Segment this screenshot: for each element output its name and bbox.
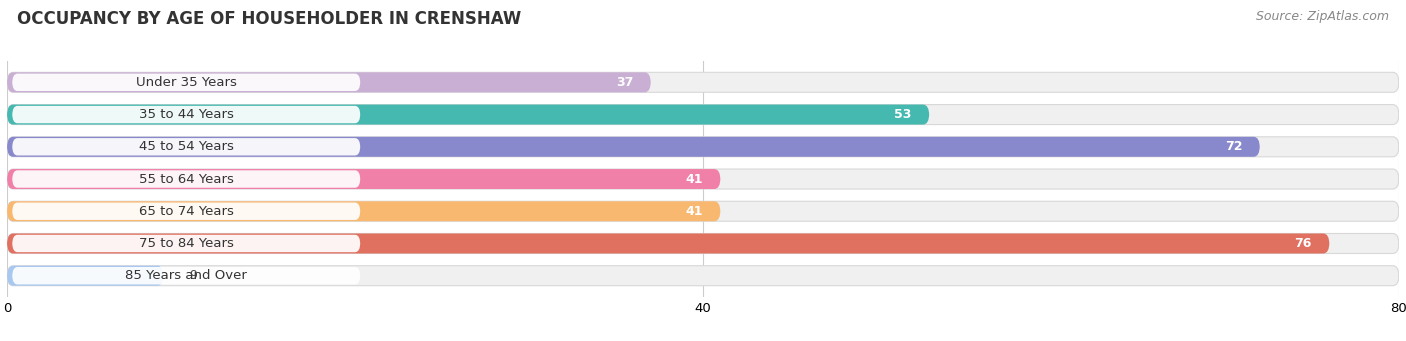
FancyBboxPatch shape xyxy=(13,170,360,188)
FancyBboxPatch shape xyxy=(13,267,360,284)
FancyBboxPatch shape xyxy=(7,137,1260,157)
Text: 53: 53 xyxy=(894,108,912,121)
Text: OCCUPANCY BY AGE OF HOUSEHOLDER IN CRENSHAW: OCCUPANCY BY AGE OF HOUSEHOLDER IN CRENS… xyxy=(17,10,522,28)
Text: Under 35 Years: Under 35 Years xyxy=(136,76,236,89)
Text: Source: ZipAtlas.com: Source: ZipAtlas.com xyxy=(1256,10,1389,23)
Text: 55 to 64 Years: 55 to 64 Years xyxy=(139,173,233,186)
FancyBboxPatch shape xyxy=(7,72,1399,92)
Text: 37: 37 xyxy=(616,76,633,89)
FancyBboxPatch shape xyxy=(13,203,360,220)
FancyBboxPatch shape xyxy=(7,201,720,221)
FancyBboxPatch shape xyxy=(7,266,1399,286)
FancyBboxPatch shape xyxy=(7,105,929,124)
FancyBboxPatch shape xyxy=(7,169,1399,189)
FancyBboxPatch shape xyxy=(7,72,651,92)
Text: 65 to 74 Years: 65 to 74 Years xyxy=(139,205,233,218)
FancyBboxPatch shape xyxy=(7,266,163,286)
Text: 85 Years and Over: 85 Years and Over xyxy=(125,269,247,282)
FancyBboxPatch shape xyxy=(7,234,1330,253)
Text: 72: 72 xyxy=(1225,140,1243,153)
FancyBboxPatch shape xyxy=(7,105,1399,124)
FancyBboxPatch shape xyxy=(7,137,1399,157)
Text: 41: 41 xyxy=(686,173,703,186)
FancyBboxPatch shape xyxy=(7,201,1399,221)
FancyBboxPatch shape xyxy=(13,74,360,91)
FancyBboxPatch shape xyxy=(13,106,360,123)
Text: 76: 76 xyxy=(1295,237,1312,250)
FancyBboxPatch shape xyxy=(7,169,720,189)
FancyBboxPatch shape xyxy=(13,138,360,155)
Text: 41: 41 xyxy=(686,205,703,218)
FancyBboxPatch shape xyxy=(13,235,360,252)
Text: 9: 9 xyxy=(190,269,198,282)
FancyBboxPatch shape xyxy=(7,234,1399,253)
Text: 45 to 54 Years: 45 to 54 Years xyxy=(139,140,233,153)
Text: 35 to 44 Years: 35 to 44 Years xyxy=(139,108,233,121)
Text: 75 to 84 Years: 75 to 84 Years xyxy=(139,237,233,250)
